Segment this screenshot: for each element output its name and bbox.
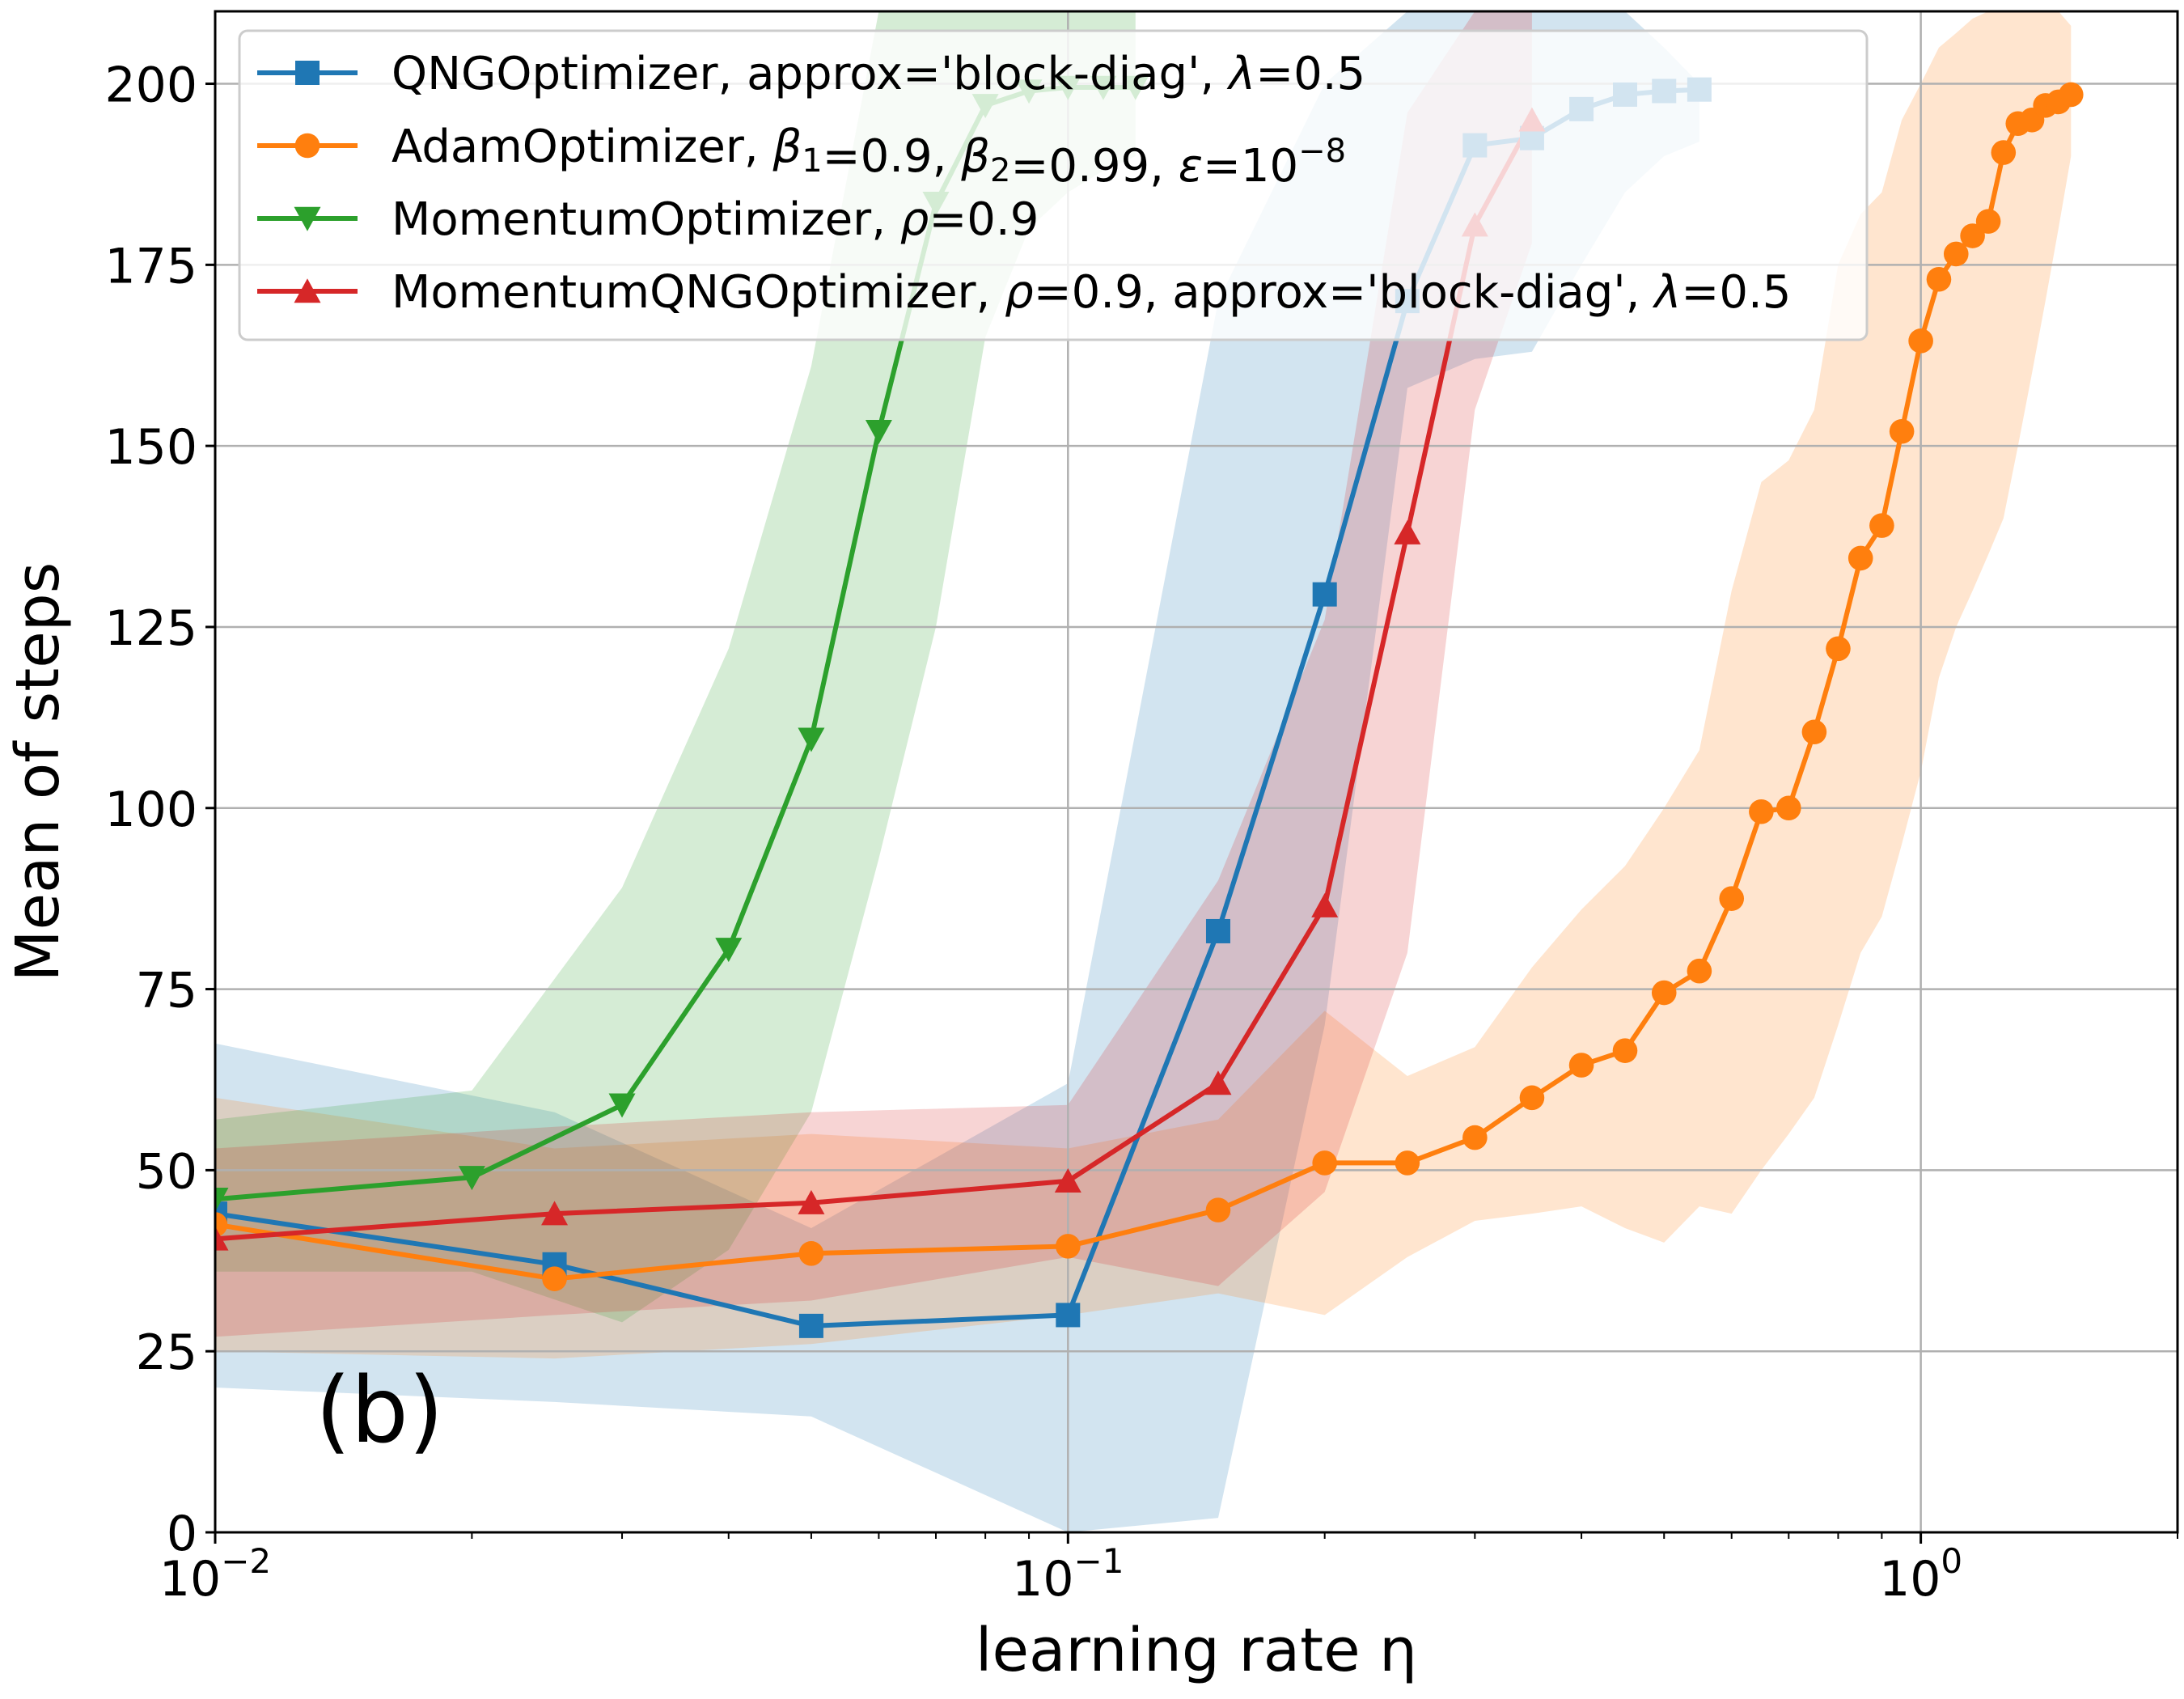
legend-label-series-1: QNGOptimizer, approx='block-diag', λ=0.5 <box>392 48 1365 100</box>
legend-swatch-marker <box>295 61 320 85</box>
axes: 0 25 50 75 100 125 150 175 200 10−2 10−1 100 <box>104 10 2179 1608</box>
point-series-2 <box>1801 719 1827 745</box>
axis-labels: learning rate η Mean of steps (b) <box>3 562 1417 1685</box>
y-tick-label: 0 <box>167 1506 197 1562</box>
y-tick-label: 175 <box>104 238 197 294</box>
legend-box <box>238 29 1869 341</box>
point-series-2 <box>1943 241 1969 267</box>
plot-frame <box>214 10 2179 1534</box>
point-series-2 <box>1687 958 1712 984</box>
band-series-2 <box>215 11 2072 1359</box>
legend-swatch-marker <box>294 278 321 303</box>
point-series-2 <box>1908 328 1933 354</box>
point-series-3 <box>608 1093 636 1118</box>
point-series-2 <box>798 1241 824 1266</box>
point-series-2 <box>1205 1197 1231 1222</box>
y-tick-label: 75 <box>136 963 197 1019</box>
point-series-1 <box>798 1313 823 1338</box>
legend-label-series-2: AdamOptimizer, β1=0.9, β2=0.99, ε=10−8 <box>392 121 1346 193</box>
point-series-2 <box>215 1212 228 1237</box>
point-series-3 <box>458 1166 485 1191</box>
y-tick-label: 25 <box>136 1324 197 1381</box>
point-series-2 <box>1462 1125 1488 1150</box>
point-series-2 <box>1749 799 1774 824</box>
point-series-4 <box>1054 1168 1081 1193</box>
y-tick-label: 150 <box>104 419 197 476</box>
legend-label-series-3: MomentumOptimizer, ρ=0.9 <box>392 193 1039 246</box>
y-axis-label: Mean of steps <box>3 562 73 982</box>
point-series-2 <box>1651 980 1677 1006</box>
point-series-4 <box>1204 1070 1232 1095</box>
point-series-2 <box>1395 1150 1420 1176</box>
point-series-3 <box>798 727 825 752</box>
point-series-2 <box>1056 1234 1081 1259</box>
y-tick-label: 50 <box>136 1143 197 1200</box>
y-tick-label: 125 <box>104 600 197 657</box>
point-series-4 <box>1311 892 1339 917</box>
point-series-2 <box>1991 140 2017 165</box>
point-series-2 <box>1519 1085 1545 1111</box>
point-series-2 <box>1719 886 1745 911</box>
band-series-1 <box>215 11 1699 1532</box>
legend-label-series-4: MomentumQNGOptimizer, ρ=0.9, approx='blo… <box>392 266 1791 319</box>
point-series-2 <box>1612 1038 1638 1063</box>
point-series-3 <box>215 1187 229 1212</box>
point-series-2 <box>1568 1053 1594 1078</box>
point-series-3 <box>865 419 892 444</box>
band-series-4 <box>215 11 1532 1337</box>
x-tick-label: 10−2 <box>159 1541 271 1608</box>
point-series-4 <box>798 1189 825 1214</box>
x-tick-label: 10−1 <box>1012 1541 1124 1608</box>
point-series-2 <box>1869 513 1894 538</box>
point-series-2 <box>1848 545 1873 571</box>
point-series-1 <box>1205 918 1230 943</box>
point-series-2 <box>1960 223 1985 248</box>
point-series-4 <box>215 1226 229 1251</box>
point-series-3 <box>715 938 743 963</box>
legend-swatch-marker <box>294 133 320 159</box>
point-series-2 <box>2058 82 2084 108</box>
x-tick-label: 100 <box>1879 1541 1962 1608</box>
legend-swatch-marker <box>294 206 321 231</box>
point-series-2 <box>1826 636 1851 662</box>
point-series-2 <box>1926 266 1952 292</box>
point-series-2 <box>1312 1150 1337 1176</box>
point-series-2 <box>1776 795 1801 821</box>
x-axis-label: learning rate η <box>976 1616 1417 1685</box>
point-series-2 <box>1975 209 2001 234</box>
point-series-4 <box>1394 519 1421 544</box>
point-series-1 <box>1056 1303 1081 1328</box>
y-tick-label: 200 <box>104 57 197 114</box>
point-series-4 <box>541 1201 569 1226</box>
panel-annotation: (b) <box>315 1358 443 1464</box>
point-series-2 <box>542 1266 567 1291</box>
legend: QNGOptimizer, approx='block-diag', λ=0.5… <box>238 29 1869 341</box>
point-series-1 <box>1312 582 1337 607</box>
point-series-2 <box>1889 418 1915 444</box>
y-tick-label: 100 <box>104 782 197 838</box>
